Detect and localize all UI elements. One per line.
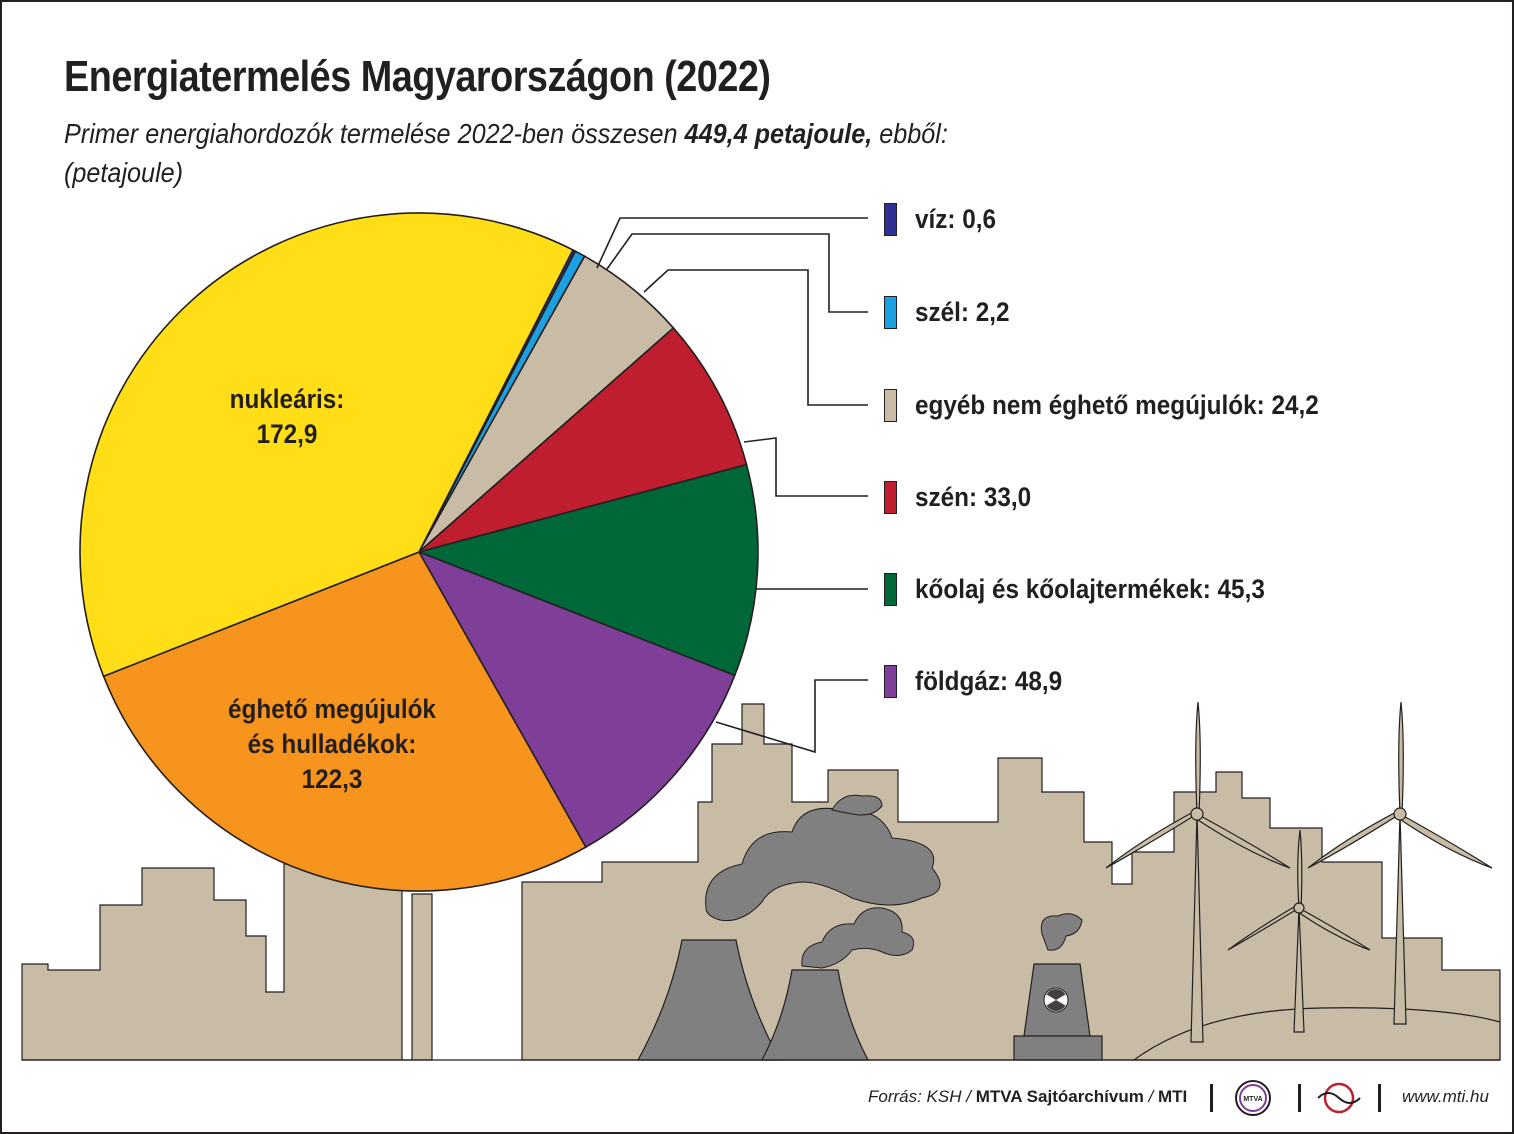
legend-swatch (884, 388, 897, 422)
pie-slice (418, 327, 748, 553)
legend-item-egyeb: egyéb nem éghető megújulók: 24,2 (884, 388, 1364, 422)
leader-szen (743, 437, 868, 497)
pie-slice (418, 463, 759, 677)
chart-title: Energiatermelés Magyarországon (2022) (64, 52, 771, 101)
legend-label: szél: 2,2 (915, 296, 1010, 327)
pie-slice (102, 551, 587, 892)
chart-unit: (petajoule) (64, 157, 184, 188)
hill (1132, 1007, 1501, 1061)
subtitle-total: 449,4 petajoule, (684, 118, 873, 149)
chart-subtitle: Primer energiahordozók termelése 2022-be… (64, 118, 948, 149)
legend-label: szén: 33,0 (915, 481, 1032, 512)
footer-divider (1210, 1084, 1213, 1112)
smoke-cloud-top (831, 794, 883, 816)
mtva-logo-icon: MTVA (1235, 1080, 1271, 1116)
nuclear-base (1013, 1035, 1103, 1061)
pie-slice (418, 551, 736, 848)
legend-item-szel: szél: 2,2 (884, 295, 1020, 329)
nuclear-smoke (1040, 913, 1083, 951)
legend-label: egyéb nem éghető megújulók: 24,2 (915, 389, 1319, 420)
pie-label-nuclear: nukleáris: 172,9 (229, 384, 345, 449)
legend-label: kőolaj és kőolajtermékek: 45,3 (915, 573, 1265, 604)
legend-swatch (884, 572, 897, 606)
smoke-cloud-large (705, 807, 941, 922)
city-skyline-illustration (21, 701, 1501, 1061)
pie-label-renewables: éghető megújulók és hulladékok: 122,3 (228, 694, 436, 794)
legend-item-viz: víz: 0,6 (884, 202, 1005, 236)
legend-swatch (884, 480, 897, 514)
leader-lines (596, 217, 868, 754)
legend-item-koolaj: kőolaj és kőolajtermékek: 45,3 (884, 572, 1304, 606)
footer-url: www.mti.hu (1402, 1087, 1489, 1106)
wind-turbine-2-icon (1307, 701, 1493, 1025)
footer: Forrás: KSH / MTVA Sajtóarchívum / MTI M… (2, 1080, 1512, 1116)
skyline-center (521, 703, 1501, 1061)
footer-divider (1298, 1084, 1301, 1112)
legend-swatch (884, 295, 897, 329)
mti-logo-icon (1317, 1082, 1361, 1114)
leader-egyeb (643, 269, 868, 406)
leader-szel (606, 233, 868, 313)
pie-chart (79, 212, 759, 892)
legend-label: víz: 0,6 (915, 203, 997, 234)
wind-turbine-1-icon (1105, 701, 1291, 1043)
leader-viz (596, 217, 868, 269)
mtva-logo-text: MTVA (1243, 1096, 1262, 1103)
wind-turbine-3-icon (1227, 829, 1371, 1033)
footer-divider (1378, 1084, 1381, 1112)
legend-item-szen: szén: 33,0 (884, 480, 1044, 514)
footer-source: Forrás: KSH / MTVA Sajtóarchívum / MTI (868, 1087, 1188, 1106)
legend-item-foldgaz: földgáz: 48,9 (884, 664, 1079, 698)
smoke-cloud-small (801, 907, 915, 969)
leader-foldgaz (715, 679, 868, 754)
legend-swatch (884, 664, 897, 698)
pie-slice (79, 212, 574, 678)
cooling-tower-small (761, 969, 869, 1061)
cooling-tower-large (636, 939, 782, 1061)
legend-label: földgáz: 48,9 (915, 665, 1063, 696)
legend-swatch (884, 202, 897, 236)
skyline-silhouette (21, 863, 433, 1061)
